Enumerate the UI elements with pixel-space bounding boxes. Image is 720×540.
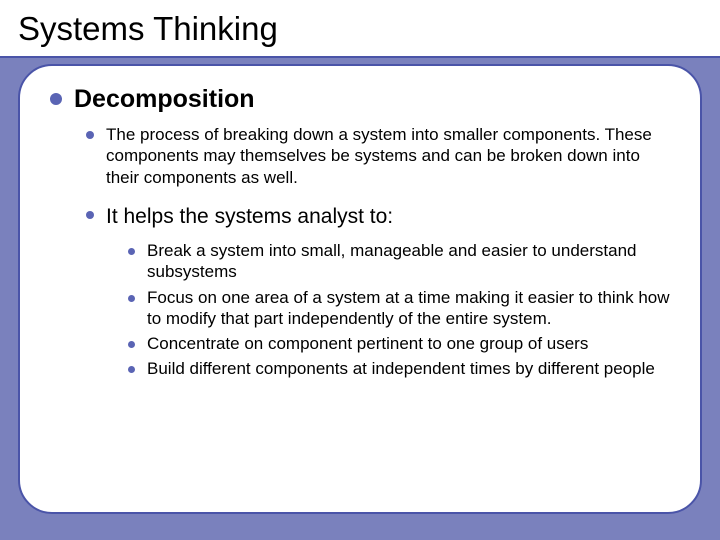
bullet-icon — [86, 211, 94, 219]
bullet-icon — [50, 93, 62, 105]
helps-intro-row: It helps the systems analyst to: — [86, 204, 670, 230]
list-item-text: Concentrate on component pertinent to on… — [147, 333, 588, 354]
heading-row: Decomposition — [50, 84, 670, 114]
list-item: Concentrate on component pertinent to on… — [128, 333, 670, 354]
definition-text: The process of breaking down a system in… — [106, 124, 670, 188]
bullet-icon — [128, 248, 135, 255]
definition-row: The process of breaking down a system in… — [86, 124, 670, 188]
content-card: Decomposition The process of breaking do… — [18, 64, 702, 514]
list-item-text: Break a system into small, manageable an… — [147, 240, 670, 283]
helps-intro-text: It helps the systems analyst to: — [106, 204, 393, 230]
list-item: Focus on one area of a system at a time … — [128, 287, 670, 330]
list-item: Break a system into small, manageable an… — [128, 240, 670, 283]
title-band: Systems Thinking — [0, 0, 720, 58]
card-wrap: Decomposition The process of breaking do… — [0, 58, 720, 528]
list-item-text: Focus on one area of a system at a time … — [147, 287, 670, 330]
bullet-icon — [86, 131, 94, 139]
slide-title: Systems Thinking — [18, 10, 702, 48]
list-item: Build different components at independen… — [128, 358, 670, 379]
bullet-icon — [128, 295, 135, 302]
list-item-text: Build different components at independen… — [147, 358, 655, 379]
bullet-icon — [128, 366, 135, 373]
bullet-icon — [128, 341, 135, 348]
heading-text: Decomposition — [74, 84, 255, 114]
